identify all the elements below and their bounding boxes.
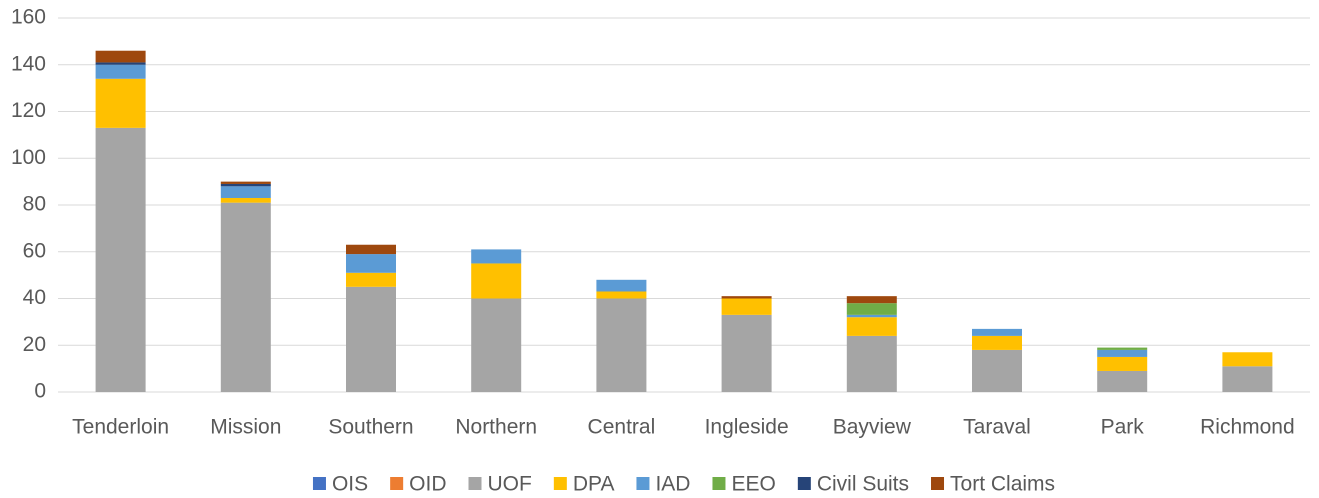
- bar-segment: [846, 335, 897, 392]
- legend-swatch: [312, 477, 326, 490]
- bar-segment: [95, 64, 146, 79]
- y-tick-label: 0: [34, 380, 46, 403]
- legend-swatch: [468, 477, 482, 490]
- bar-segment: [220, 202, 271, 392]
- bar-segment: [346, 244, 396, 255]
- bar-segment: [95, 62, 146, 65]
- legend-swatch: [797, 477, 811, 490]
- bar-segment: [972, 328, 1022, 336]
- bar-segment: [1097, 347, 1148, 350]
- bar-segment: [471, 298, 522, 392]
- legend-label: Tort Claims: [950, 473, 1055, 496]
- bar-segment: [220, 183, 271, 187]
- bar-segment: [346, 254, 396, 273]
- y-tick-label: 80: [23, 193, 46, 216]
- legend-label: UOF: [488, 473, 532, 496]
- bar-segment: [721, 298, 772, 315]
- x-tick-label: Southern: [328, 416, 413, 439]
- x-tick-label: Central: [588, 416, 656, 439]
- bar-segment: [346, 286, 396, 392]
- bar-segment: [220, 186, 271, 198]
- y-tick-label: 160: [11, 6, 46, 29]
- legend-label: Civil Suits: [817, 473, 909, 496]
- bar-segment: [471, 263, 522, 299]
- bar-segment: [1097, 370, 1148, 392]
- bar-segment: [721, 296, 772, 299]
- y-tick-label: 100: [11, 146, 46, 169]
- legend: OIS OID UOF DPA IAD EEO Civil Suits Tort Claims: [312, 473, 1055, 496]
- bar-segment: [596, 279, 647, 292]
- bar-segment: [846, 314, 897, 318]
- bar-segment: [972, 349, 1022, 392]
- legend-swatch: [553, 477, 567, 490]
- bar-segment: [1222, 366, 1273, 392]
- legend-swatch: [390, 477, 404, 490]
- x-tick-label: Northern: [455, 416, 537, 439]
- bar-segment: [846, 296, 897, 304]
- x-tick-label: Taraval: [963, 416, 1031, 439]
- x-tick-label: Richmond: [1200, 416, 1295, 439]
- legend-label: OIS: [332, 473, 368, 496]
- bar-segment: [1222, 352, 1273, 367]
- bar-segment: [721, 314, 772, 392]
- bar-segment: [596, 298, 647, 392]
- bar-segment: [1097, 356, 1148, 371]
- y-tick-label: 60: [23, 239, 46, 262]
- legend-label: OID: [409, 473, 446, 496]
- bar-segment: [95, 127, 146, 393]
- x-tick-label: Mission: [210, 416, 281, 439]
- bar-segment: [846, 317, 897, 336]
- bar-segment: [220, 181, 271, 184]
- y-tick-label: 40: [23, 286, 46, 309]
- bar-segment: [1097, 349, 1148, 357]
- x-tick-label: Park: [1101, 416, 1145, 439]
- x-tick-label: Tenderloin: [72, 416, 169, 439]
- y-tick-label: 140: [11, 52, 46, 75]
- legend-swatch: [636, 477, 650, 490]
- bar-segment: [220, 197, 271, 203]
- legend-label: DPA: [573, 473, 615, 496]
- legend-swatch: [931, 477, 945, 490]
- bar-segment: [346, 272, 396, 287]
- x-tick-label: Ingleside: [705, 416, 789, 439]
- bar-segment: [846, 303, 897, 315]
- x-tick-label: Bayview: [833, 416, 912, 439]
- bar-segment: [95, 78, 146, 128]
- y-tick-label: 20: [23, 333, 46, 356]
- legend-label: IAD: [655, 473, 690, 496]
- legend-label: EEO: [731, 473, 775, 496]
- legend-swatch: [712, 477, 726, 490]
- bar-segment: [95, 50, 146, 63]
- bar-segment: [471, 249, 522, 264]
- bar-segment: [596, 291, 647, 299]
- bar-segment: [972, 335, 1022, 350]
- y-tick-label: 120: [11, 99, 46, 122]
